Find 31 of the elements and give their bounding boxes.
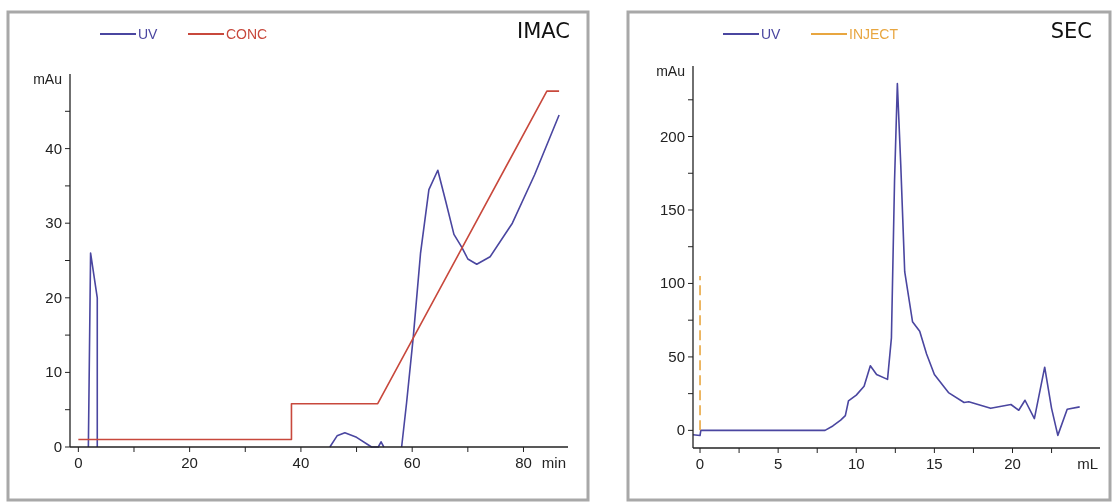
- line-series: [692, 82, 1081, 437]
- x-tick-label: 80: [515, 454, 532, 471]
- x-tick-label: 5: [773, 455, 783, 472]
- y-tick-label: 0: [676, 421, 685, 439]
- y-tick-label: 20: [45, 288, 62, 306]
- legend-label: CONC: [226, 26, 268, 42]
- legend-label: UV: [761, 26, 782, 42]
- x-tick-label: 0: [74, 454, 83, 471]
- y-tick-label: 200: [659, 127, 685, 145]
- chart-title: SEC: [1050, 19, 1092, 43]
- y-tick-label: 150: [659, 200, 685, 218]
- x-axis-title: mL: [1077, 455, 1098, 472]
- x-tick-label: 20: [181, 454, 198, 471]
- y-tick-label: 40: [45, 139, 62, 157]
- x-tick-label: 0: [695, 455, 705, 472]
- x-tick-label: 40: [292, 454, 310, 471]
- legend-label: UV: [138, 26, 159, 42]
- x-axis-title: min: [541, 454, 566, 471]
- y-axis-title: mAu: [33, 71, 62, 87]
- x-tick-label: 20: [1004, 455, 1021, 472]
- y-tick-label: 100: [659, 274, 685, 292]
- legend-label: INJECT: [849, 26, 899, 42]
- y-axis-title: mAu: [656, 63, 685, 79]
- y-tick-label: 30: [45, 214, 62, 232]
- chart-title: IMAC: [517, 19, 570, 43]
- x-tick-label: 15: [926, 455, 943, 472]
- y-tick-label: 0: [53, 438, 62, 455]
- y-tick-label: 10: [45, 363, 62, 381]
- y-tick-label: 50: [668, 347, 685, 365]
- x-tick-label: 10: [847, 455, 865, 472]
- x-tick-label: 60: [403, 454, 421, 471]
